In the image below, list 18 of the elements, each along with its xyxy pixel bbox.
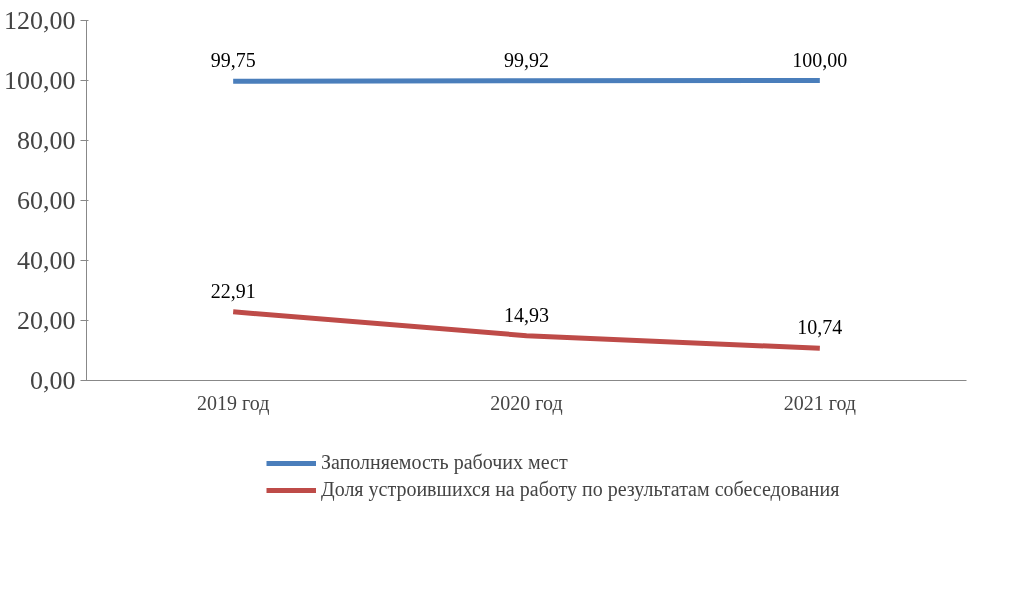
data-label: 22,91 [210, 279, 256, 302]
data-label: 99,92 [504, 48, 549, 71]
data-label: 100,00 [792, 48, 848, 71]
x-tick-label: 2020 год [490, 391, 563, 415]
data-label: 99,75 [210, 49, 256, 72]
y-tick-label: 120,00 [4, 6, 76, 35]
data-label: 10,74 [797, 316, 843, 339]
legend-label: Доля устроившихся на работу по результатам собеседования [321, 478, 840, 501]
y-tick-label: 80,00 [17, 126, 76, 155]
y-tick-label: 60,00 [17, 186, 76, 215]
x-tick-label: 2019 год [197, 391, 270, 415]
y-tick-label: 0,00 [30, 366, 76, 395]
y-tick-label: 100,00 [4, 66, 76, 95]
x-tick-label: 2021 год [783, 391, 856, 415]
data-label: 14,93 [504, 303, 549, 326]
y-tick-label: 40,00 [17, 246, 76, 275]
legend-label: Заполняемость рабочих мест [321, 451, 568, 474]
y-tick-label: 20,00 [17, 306, 76, 335]
